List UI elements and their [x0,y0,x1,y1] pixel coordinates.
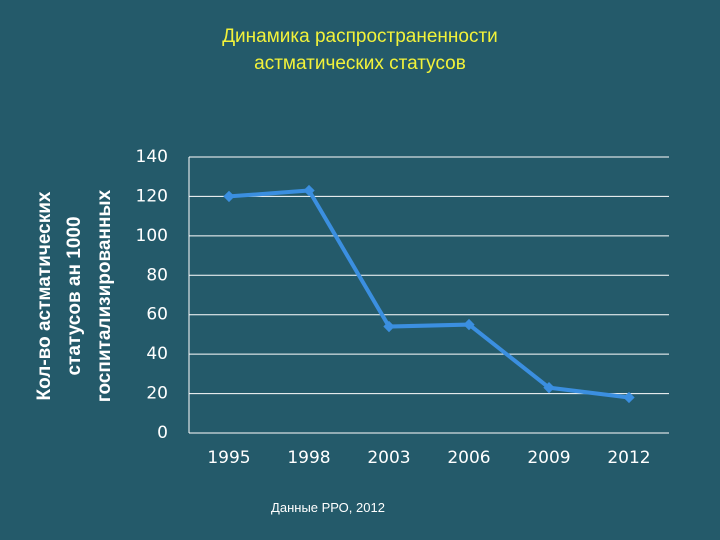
x-tick-label: 2006 [447,448,490,468]
x-tick-label: 2003 [367,448,410,468]
chart-title: Динамика распространенности [222,26,498,47]
y-axis-label: Кол-во астматических [34,191,55,400]
data-point [543,382,555,394]
data-point [623,391,635,404]
x-tick-label: 2009 [527,448,570,468]
data-line [228,188,630,400]
y-axis-label: госпитализированных [94,189,115,402]
y-tick-label: 40 [146,344,168,364]
y-tick-label: 20 [146,384,168,404]
chart-title: астматических статусов [254,53,466,74]
source-note: Данные РРО, 2012 [271,500,385,515]
y-tick-label: 120 [136,186,168,206]
y-axis-label: статусов ан 1000 [64,216,85,375]
y-tick-label: 80 [146,265,168,285]
x-tick-label: 2012 [607,448,650,468]
data-point [223,190,235,203]
y-tick-label: 100 [136,226,168,246]
data-point [303,184,315,197]
x-tick-label: 1998 [287,448,330,468]
data-point [463,318,475,331]
y-tick-label: 60 [146,305,168,325]
x-tick-label: 1995 [207,448,250,468]
y-tick-label: 140 [136,147,168,167]
data-point [383,320,395,333]
y-tick-label: 0 [157,423,168,443]
